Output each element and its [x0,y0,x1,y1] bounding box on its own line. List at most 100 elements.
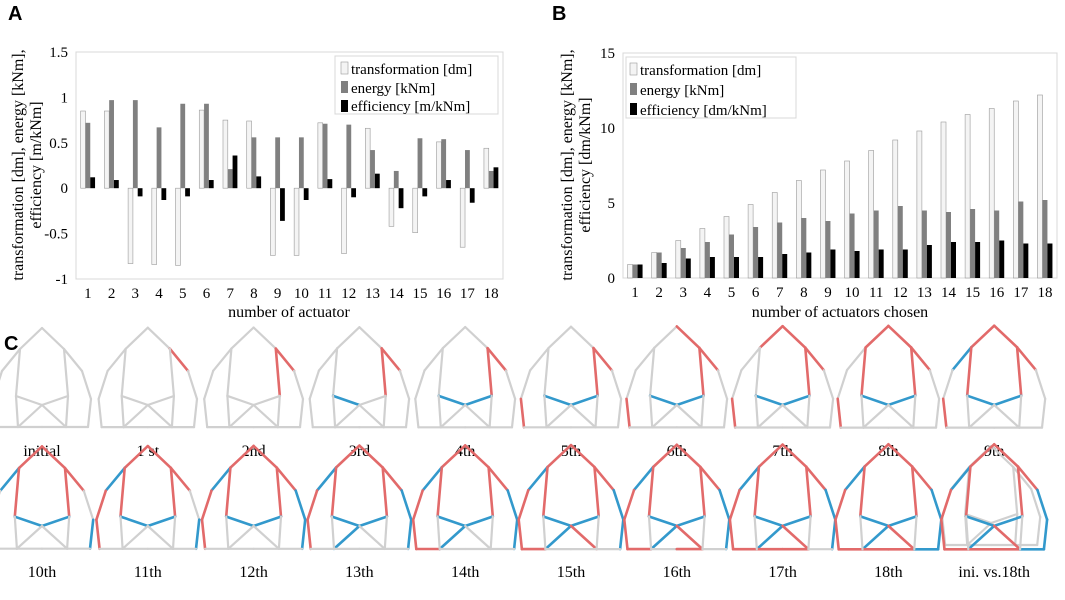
structure-member [382,394,387,429]
structure-actuator-member [275,466,283,518]
structure-stage-19: ini. vs.18th [940,443,1049,581]
structure-actuator-member [887,324,913,349]
structure-member [335,326,361,350]
structure-member [528,346,550,372]
structure-member [754,394,759,429]
structure-actuator-member [381,466,389,518]
chart-b-bar-transformation-17 [1013,100,1019,279]
chart-a-bar-efficiency-2 [113,180,119,189]
structure-actuator-member [436,515,467,528]
chart-b-bar-transformation-4 [699,228,706,279]
structure-actuator-member [909,346,932,372]
structure-actuator-member [517,518,524,551]
structure-member [545,403,573,429]
stage-label-15: 15th [557,564,585,581]
structure-actuator-member [675,524,704,551]
structure-member [913,515,918,551]
structure-actuator-member [146,515,177,528]
structure-actuator-member [224,515,255,528]
structure-actuator-member [887,443,914,468]
chart-a-xtick-14: 14 [389,286,405,302]
chart-b-xtick-7: 7 [776,285,784,301]
chart-b-bar-energy-10 [849,213,855,278]
structure-member [62,347,70,398]
structure-actuator-member [757,443,784,469]
structure-actuator-member [463,444,490,469]
structure-actuator-member [40,515,71,528]
structure-member [836,368,849,400]
structure-actuator-member [675,443,702,469]
structure-member [722,397,729,429]
structure-member [648,394,654,429]
chart-a-xtick-12: 12 [341,286,356,302]
chart-a-legend-swatch-energy [341,81,348,93]
structure-stage-10: 10th [0,445,95,581]
chart-b-legend-swatch-transformation [629,62,638,76]
chart-b-bar-transformation-18 [1037,94,1043,279]
structure-actuator-member [210,466,232,492]
structure-actuator-member [436,465,444,518]
structure-member [16,403,44,429]
structure-actuator-member [406,518,413,551]
chart-b-bar-transformation-2 [651,252,657,279]
structure-member [330,515,336,550]
chart-a-bar-energy-10 [298,137,304,189]
structure-actuator-member [649,524,679,551]
structure-actuator-member [194,518,201,551]
stage-label-8: 8th [878,443,898,460]
structure-stage-18: 18th [834,443,943,581]
structure-member [862,403,890,429]
structure-member [807,515,812,551]
structure-member [358,394,387,407]
chart-b-xtick-18: 18 [1037,285,1052,301]
structure-member [439,403,467,429]
structure-member [504,369,517,401]
structure-member [859,515,864,551]
chart-b-bar-energy-9 [825,221,831,278]
structure-actuator-member [437,394,467,407]
chart-b-bar-energy-11 [873,210,879,278]
structure-member [121,524,149,550]
structure-actuator-member [940,488,953,521]
chart-a-bars [80,100,499,266]
structure-actuator-member [315,466,338,492]
chart-a-bar-transformation-10 [293,187,300,256]
stage-label-12: 12th [239,564,267,581]
structure-actuator-member [612,488,625,521]
chart-b-legend-transformation: transformation [dm] [640,63,761,79]
chart-a-xtick-10: 10 [294,286,309,302]
structure-actuator-member [699,465,706,518]
structure-actuator-member [675,515,706,528]
structure-member [543,394,548,429]
structure-actuator-member [593,465,616,492]
structure-member [171,515,177,550]
chart-a-bar-efficiency-17 [469,188,475,203]
chart-a-bar-transformation-7 [222,119,229,189]
chart-b-xtick-13: 13 [917,285,932,301]
chart-b-xtick-15: 15 [965,285,980,301]
chart-a-xtick-1: 1 [84,286,92,302]
structure-actuator-member [834,518,841,551]
structure-initial-member [1012,465,1019,516]
structure-actuator-member [544,524,573,551]
chart-b-bar-energy-15 [970,209,976,278]
structure-actuator-member [1042,518,1049,551]
structure-actuator-member [463,394,494,407]
structure-member [317,347,339,372]
structure-actuator-member [300,518,307,551]
structure-initial-member [1036,515,1042,547]
structure-member [647,515,653,551]
structure-initial-member [964,512,993,525]
structure-actuator-member [632,465,655,492]
structure-member [398,369,411,401]
structure-actuator-member [781,515,812,528]
stage-label-10: 10th [28,564,56,581]
structure-actuator-member [753,515,784,528]
chart-a-bar-energy-7 [227,169,233,189]
structure-actuator-member [910,465,933,492]
chart-a-bar-efficiency-13 [374,173,380,189]
structure-member [146,524,175,550]
structure-actuator-member [63,466,86,493]
structure-actuator-member [618,518,625,551]
